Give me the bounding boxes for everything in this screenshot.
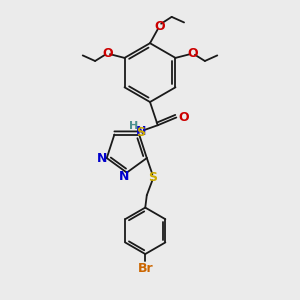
Text: S: S xyxy=(148,171,157,184)
Text: O: O xyxy=(178,111,189,124)
Text: H: H xyxy=(129,121,139,131)
Text: S: S xyxy=(136,125,145,139)
Text: N: N xyxy=(119,170,130,183)
Text: N: N xyxy=(97,152,107,165)
Text: O: O xyxy=(187,47,198,60)
Text: Br: Br xyxy=(137,262,153,275)
Text: N: N xyxy=(136,125,146,138)
Text: O: O xyxy=(102,47,113,60)
Text: O: O xyxy=(154,20,165,33)
